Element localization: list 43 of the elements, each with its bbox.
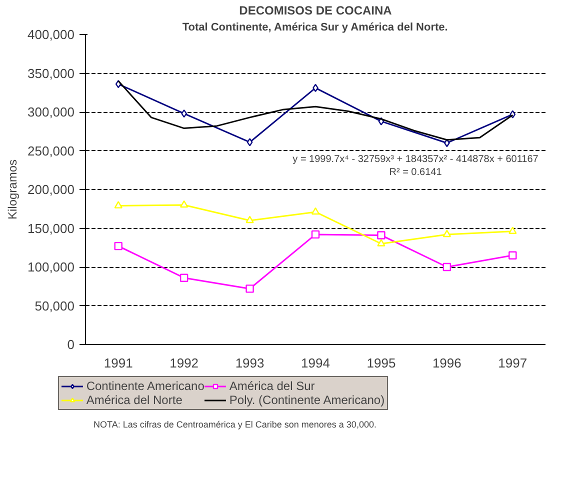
y-tick-label: 350,000 (28, 66, 75, 81)
point (180, 200, 188, 208)
point (114, 201, 122, 208)
text: NOTA: Las cifras de Centroamérica y El Caribe son menores a 30,000. (94, 420, 376, 430)
y-tick-label: 250,000 (28, 143, 75, 158)
y-tick-label: 200,000 (28, 182, 75, 197)
point (444, 138, 450, 148)
annotation: R² = 0.6141 (389, 167, 442, 178)
point (377, 239, 386, 246)
legend-label: Poly. (Continente Americano) (229, 393, 385, 407)
x-tick-label: 1993 (235, 356, 264, 370)
x-tick-label: 1991 (104, 356, 133, 370)
legend-label: América del Norte (86, 393, 182, 407)
point (442, 230, 452, 238)
point (246, 138, 253, 146)
point (377, 231, 386, 240)
y-tick-label: 100,000 (28, 260, 75, 274)
point (246, 216, 254, 224)
x-tick-label: 1997 (498, 356, 528, 370)
chart-title: DECOMISOS DE COCAINA (239, 4, 392, 18)
x-tick-label: 1994 (301, 356, 330, 370)
annotation: y = 1999.7x⁴ - 32759x³ + 184357x² - 414878x + 601167 (292, 154, 539, 165)
point (508, 251, 517, 260)
y-tick-label: 0 (67, 337, 75, 352)
point (246, 284, 254, 293)
point (311, 207, 320, 215)
y-tick-label: 400,000 (28, 27, 75, 42)
point (508, 226, 517, 234)
y-tick-label: 50,000 (34, 298, 75, 314)
x-tick-label: 1992 (170, 356, 199, 370)
x-tick-label: 1995 (366, 356, 396, 370)
point (311, 230, 320, 239)
y-tick-label: 150,000 (28, 220, 75, 236)
point (181, 109, 188, 118)
x-tick-label: 1996 (432, 356, 462, 370)
point (442, 262, 452, 272)
y-tick-label: 300,000 (28, 104, 75, 120)
legend-label: América del Sur (229, 379, 315, 393)
chart-subtitle: Total Continente, América Sur y América del Norte. (182, 22, 448, 34)
legend-label: Continente Americano (86, 379, 204, 393)
point (180, 274, 188, 282)
point (114, 242, 122, 250)
y-axis-title: Kilogramos (6, 159, 20, 220)
